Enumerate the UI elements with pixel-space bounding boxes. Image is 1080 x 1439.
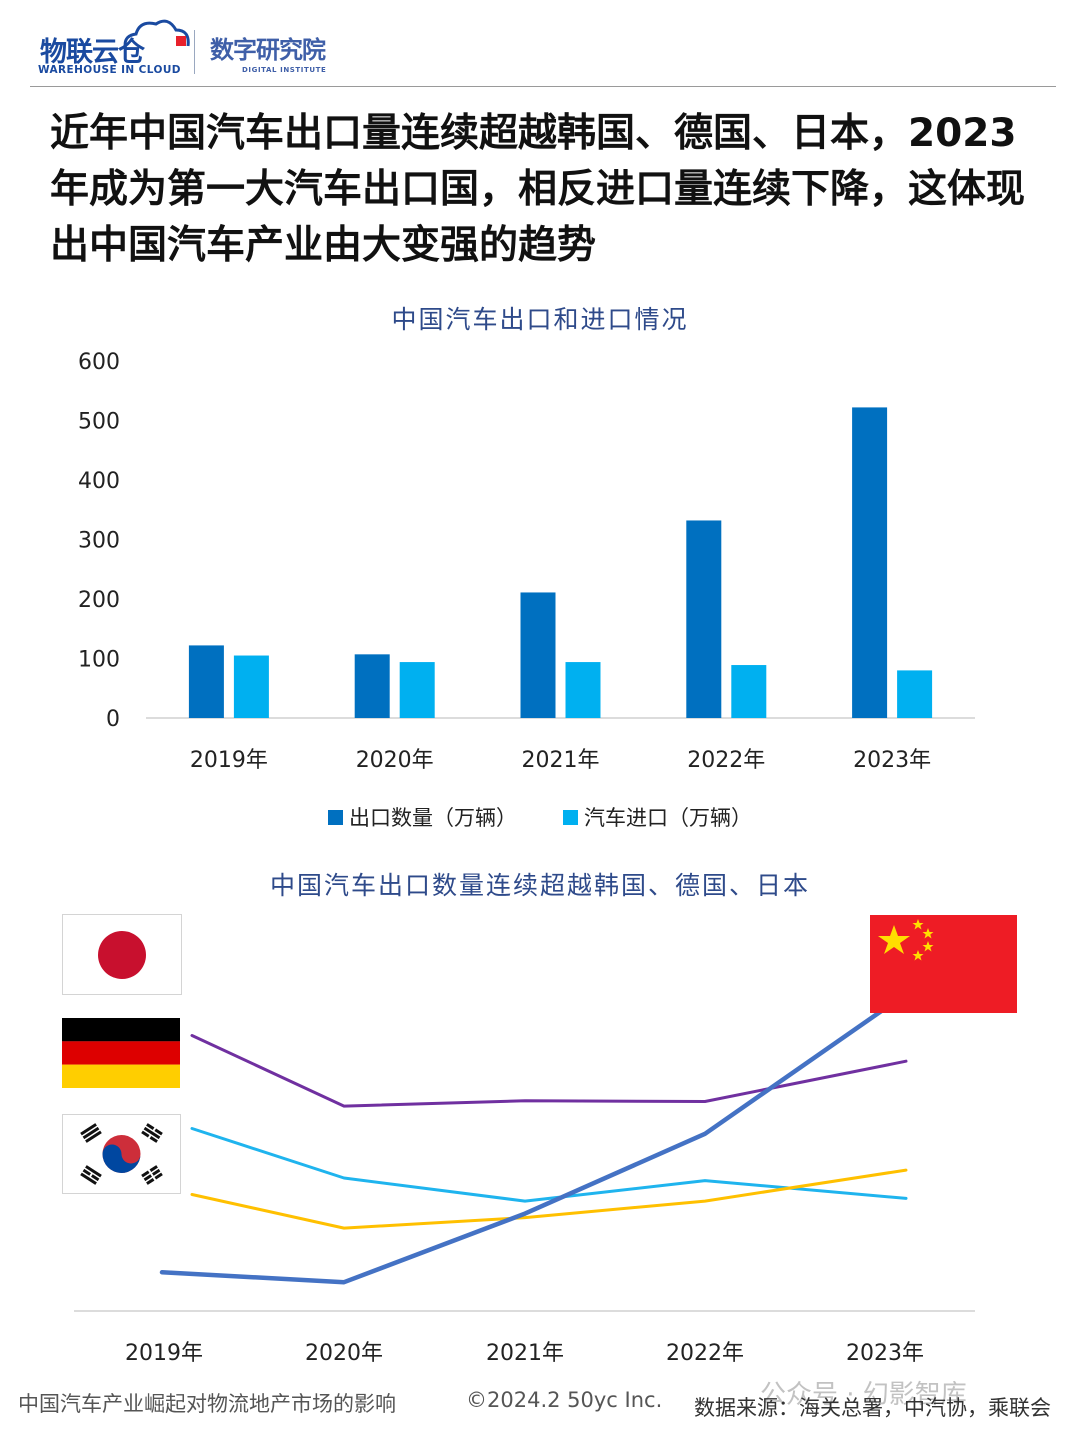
legend-item-export: 出口数量（万辆） — [328, 802, 517, 832]
institute-cn: 数字研究院 — [210, 36, 326, 64]
germany-flag-icon — [62, 1018, 180, 1088]
y-tick-label: 400 — [78, 469, 120, 494]
x-tick-label: 2023年 — [853, 748, 931, 773]
import-bar — [399, 662, 435, 718]
korea-flag-graphic — [80, 1123, 163, 1185]
logo-en: WAREHOUSE IN CLOUD — [38, 64, 181, 76]
legend-swatch-export — [328, 809, 343, 825]
footer-data-source: 数据来源：海关总署，中汽协，乘联会 — [694, 1396, 1051, 1420]
export-bar — [520, 592, 556, 718]
x-tick-label: 2022年 — [687, 748, 765, 773]
y-tick-label: 200 — [78, 588, 120, 613]
institute-en: DIGITAL INSTITUTE — [242, 66, 327, 74]
footer-copyright: ©2024.2 50yc Inc. — [466, 1388, 663, 1412]
cloud-icon — [123, 19, 190, 51]
footer-report-title: 中国汽车产业崛起对物流地产市场的影响 — [18, 1392, 396, 1416]
x-tick-label: 2019年 — [125, 1341, 203, 1366]
x-tick-label: 2020年 — [356, 748, 434, 773]
legend-label-export: 出口数量（万辆） — [349, 806, 517, 830]
x-tick-label: 2019年 — [190, 748, 268, 773]
bar-chart-title: 中国汽车出口和进口情况 — [391, 305, 689, 334]
import-bar — [897, 670, 933, 718]
japan-line — [190, 1034, 908, 1108]
import-bar — [565, 662, 601, 718]
legend-swatch-import — [563, 809, 578, 825]
germany-flag-graphic — [62, 1018, 180, 1088]
korea-flag-icon — [62, 1114, 181, 1194]
legend-label-import: 汽车进口（万辆） — [584, 806, 752, 830]
export-bar — [852, 407, 888, 718]
x-tick-label: 2021年 — [486, 1341, 564, 1366]
footer: 中国汽车产业崛起对物流地产市场的影响 ©2024.2 50yc Inc. 数据来… — [18, 1388, 1068, 1422]
x-tick-label: 2021年 — [522, 748, 600, 773]
japan-flag-graphic — [98, 931, 146, 979]
y-tick-label: 600 — [78, 350, 120, 375]
export-bar — [188, 645, 224, 718]
digital-institute-logo: 数字研究院 DIGITAL INSTITUTE — [210, 30, 326, 74]
china-flag-icon — [870, 915, 1017, 1013]
line-chart-title: 中国汽车出口数量连续超越韩国、德国、日本 — [269, 871, 810, 900]
import-bar — [731, 665, 767, 718]
logo-cn: 物联云仓 — [40, 37, 145, 68]
warehouse-in-cloud-logo: 物联云仓 WAREHOUSE IN CLOUD — [36, 19, 190, 78]
china-line — [159, 1006, 888, 1285]
y-tick-label: 100 — [78, 648, 120, 673]
export-bar — [686, 520, 722, 718]
x-tick-label: 2020年 — [305, 1341, 383, 1366]
japan-flag-icon — [62, 914, 182, 995]
china-flag-graphic — [878, 919, 934, 961]
header: 物联云仓 WAREHOUSE IN CLOUD 数字研究院 DIGITAL IN… — [0, 0, 1080, 88]
y-tick-label: 500 — [78, 410, 120, 435]
page-headline: 近年中国汽车出口量连续超越韩国、德国、日本，2023年成为第一大汽车出口国，相反… — [50, 111, 1026, 268]
logo-separator — [194, 30, 195, 74]
germany-line — [190, 1127, 908, 1203]
bar-chart-legend: 出口数量（万辆） 汽车进口（万辆） — [0, 802, 1080, 832]
x-tick-label: 2023年 — [846, 1341, 924, 1366]
y-tick-label: 0 — [106, 707, 120, 732]
import-bar — [233, 655, 269, 718]
watermark: 公众号 · 幻影智库 — [760, 1380, 967, 1410]
korea-line — [190, 1168, 908, 1230]
export-bar — [354, 654, 390, 718]
header-divider — [30, 86, 1056, 87]
x-tick-label: 2022年 — [666, 1341, 744, 1366]
y-tick-label: 300 — [78, 529, 120, 554]
legend-item-import: 汽车进口（万辆） — [563, 802, 752, 832]
